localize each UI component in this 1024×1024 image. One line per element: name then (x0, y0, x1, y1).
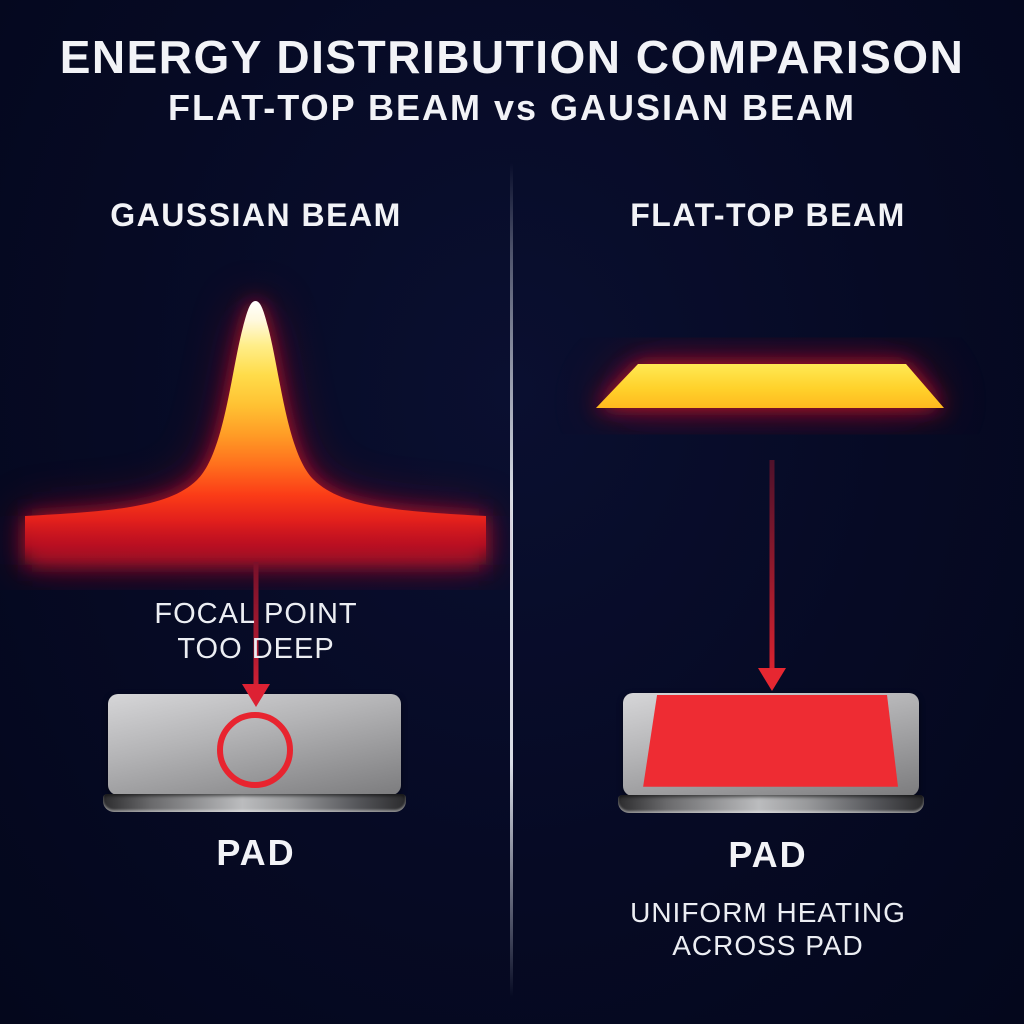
focal-point-note: FOCAL POINT TOO DEEP (0, 597, 512, 667)
right-pad-label: PAD (728, 834, 808, 875)
focal-note-line1: FOCAL POINT (154, 598, 358, 630)
page-title: ENERGY DISTRIBUTION COMPARISON (59, 31, 965, 83)
left-panel-heading: GAUSSIAN BEAM (110, 197, 402, 233)
vertical-divider (510, 163, 513, 997)
page-subtitle: FLAT-TOP BEAM vs GAUSIAN BEAM (167, 87, 857, 128)
flat-top-shape (596, 364, 944, 408)
left-pad-label: PAD (216, 832, 296, 873)
left-down-arrow-icon (242, 562, 270, 707)
heating-note-line1: UNIFORM HEATING (630, 897, 906, 928)
heating-note-line2: ACROSS PAD (672, 930, 864, 961)
left-pad (103, 694, 406, 812)
left-pad-base-edge (103, 794, 406, 812)
right-down-arrow-icon (758, 460, 786, 691)
focal-spot-circle (217, 712, 293, 788)
right-pad-base-edge (618, 795, 924, 813)
focal-note-line2: TOO DEEP (177, 633, 335, 665)
right-panel-heading: FLAT-TOP BEAM (630, 197, 906, 233)
uniform-heat-area (643, 695, 898, 787)
right-pad (618, 693, 924, 813)
uniform-heating-note: UNIFORM HEATING ACROSS PAD (512, 896, 1024, 962)
gaussian-peak-shape (25, 301, 486, 565)
flat-top-beam-graphic (596, 364, 944, 408)
gaussian-beam-graphic (25, 301, 486, 565)
